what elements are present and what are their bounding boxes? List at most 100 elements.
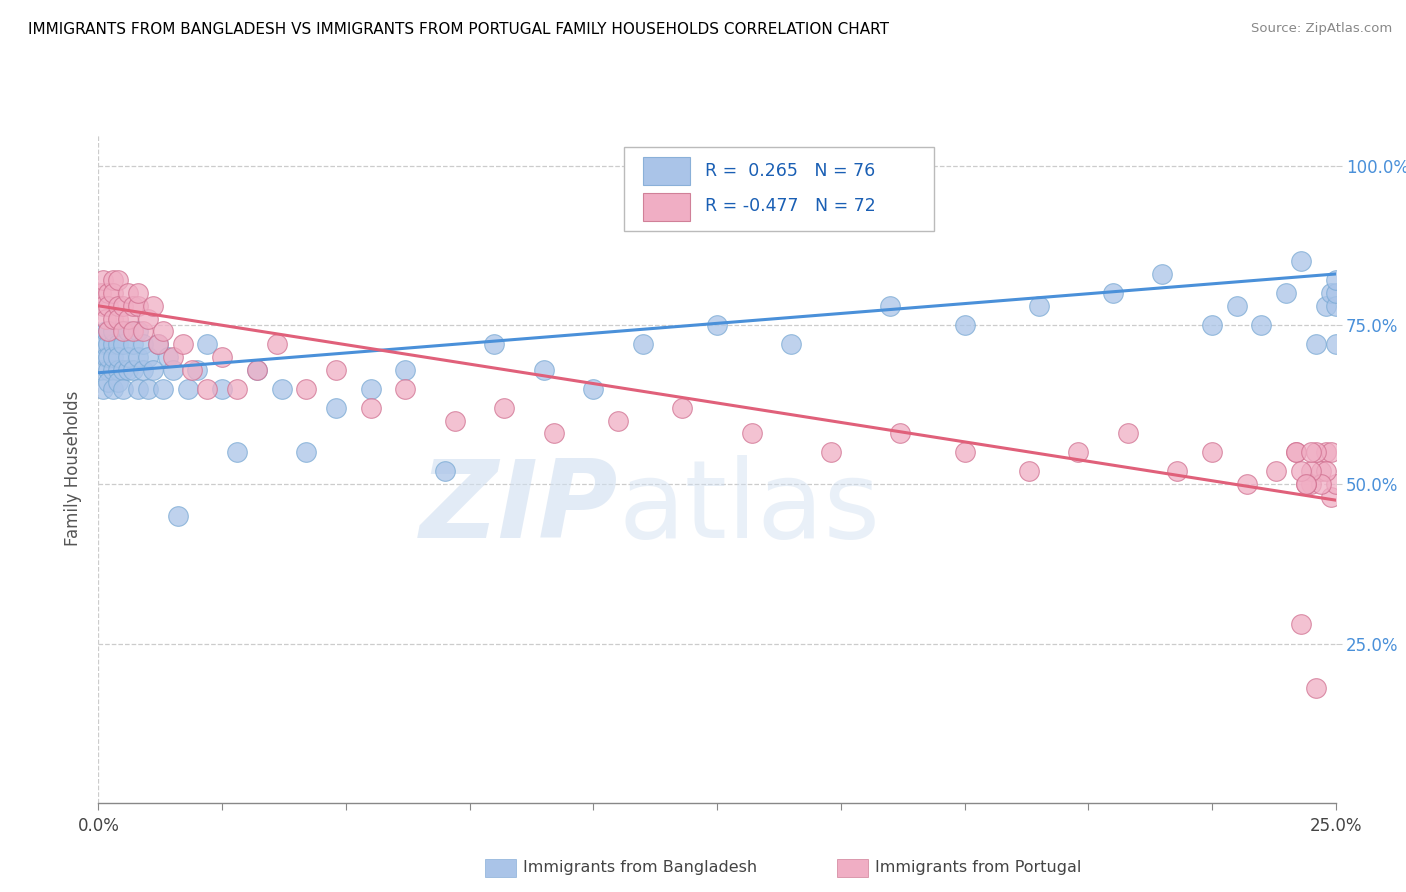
Point: [1319, 490, 1341, 504]
Point: [1295, 477, 1317, 491]
Point: [162, 362, 184, 376]
Point: [433, 465, 456, 479]
Point: [246, 362, 269, 376]
Point: [1324, 299, 1347, 313]
FancyBboxPatch shape: [624, 147, 934, 231]
Text: IMMIGRANTS FROM BANGLADESH VS IMMIGRANTS FROM PORTUGAL FAMILY HOUSEHOLDS CORRELA: IMMIGRANTS FROM BANGLADESH VS IMMIGRANTS…: [28, 22, 889, 37]
Point: [107, 376, 129, 390]
Point: [533, 362, 555, 376]
Point: [1299, 477, 1322, 491]
Point: [127, 286, 149, 301]
Point: [97, 286, 120, 301]
Point: [142, 299, 165, 313]
Point: [136, 350, 159, 364]
Point: [103, 382, 125, 396]
Point: [107, 273, 129, 287]
Point: [1275, 286, 1298, 301]
FancyBboxPatch shape: [643, 157, 690, 186]
Point: [94, 324, 117, 338]
Point: [97, 299, 120, 313]
Point: [176, 382, 198, 396]
Point: [97, 376, 120, 390]
Text: R =  0.265   N = 76: R = 0.265 N = 76: [704, 161, 875, 179]
Point: [325, 362, 347, 376]
Point: [195, 382, 218, 396]
Point: [112, 324, 135, 338]
Point: [360, 401, 382, 415]
Point: [107, 337, 129, 351]
Point: [107, 350, 129, 364]
Point: [117, 324, 139, 338]
Point: [266, 337, 288, 351]
Point: [146, 337, 169, 351]
Point: [103, 324, 125, 338]
Point: [142, 362, 165, 376]
Point: [741, 426, 763, 441]
Point: [132, 337, 155, 351]
Point: [1250, 318, 1272, 332]
Point: [136, 311, 159, 326]
Text: R = -0.477   N = 72: R = -0.477 N = 72: [704, 197, 876, 215]
Point: [879, 299, 901, 313]
Point: [107, 311, 129, 326]
Point: [1067, 445, 1090, 459]
Point: [117, 362, 139, 376]
Point: [1289, 465, 1312, 479]
Point: [195, 337, 218, 351]
Point: [166, 509, 188, 524]
Point: [953, 445, 976, 459]
Point: [1299, 445, 1322, 459]
Point: [136, 382, 159, 396]
Point: [211, 382, 233, 396]
Text: Immigrants from Bangladesh: Immigrants from Bangladesh: [523, 861, 758, 875]
Point: [1309, 465, 1331, 479]
Point: [494, 401, 516, 415]
Point: [607, 413, 630, 427]
Point: [156, 350, 179, 364]
Point: [152, 382, 174, 396]
Point: [122, 299, 145, 313]
Point: [1295, 477, 1317, 491]
Point: [1236, 477, 1258, 491]
Point: [1315, 445, 1337, 459]
Point: [127, 324, 149, 338]
Point: [1289, 254, 1312, 268]
Point: [146, 337, 169, 351]
Point: [122, 337, 145, 351]
Point: [706, 318, 728, 332]
Point: [97, 362, 120, 376]
Point: [1324, 273, 1347, 287]
Point: [93, 382, 115, 396]
Point: [820, 445, 842, 459]
Point: [1309, 477, 1331, 491]
Point: [117, 350, 139, 364]
Point: [152, 324, 174, 338]
Y-axis label: Family Households: Family Households: [65, 391, 83, 546]
Point: [671, 401, 693, 415]
Point: [103, 350, 125, 364]
Point: [270, 382, 292, 396]
Point: [631, 337, 654, 351]
Point: [1319, 445, 1341, 459]
Point: [1324, 337, 1347, 351]
Point: [97, 337, 120, 351]
Point: [97, 324, 120, 338]
Point: [226, 445, 249, 459]
Point: [132, 324, 155, 338]
Point: [122, 362, 145, 376]
Point: [127, 382, 149, 396]
Point: [107, 299, 129, 313]
Point: [112, 382, 135, 396]
Point: [780, 337, 803, 351]
Point: [132, 362, 155, 376]
Point: [93, 299, 115, 313]
Text: Immigrants from Portugal: Immigrants from Portugal: [875, 861, 1081, 875]
Point: [226, 382, 249, 396]
Point: [1285, 445, 1308, 459]
Point: [1285, 445, 1308, 459]
Point: [94, 350, 117, 364]
Point: [97, 324, 120, 338]
Point: [394, 362, 416, 376]
Point: [325, 401, 347, 415]
Point: [90, 286, 112, 301]
